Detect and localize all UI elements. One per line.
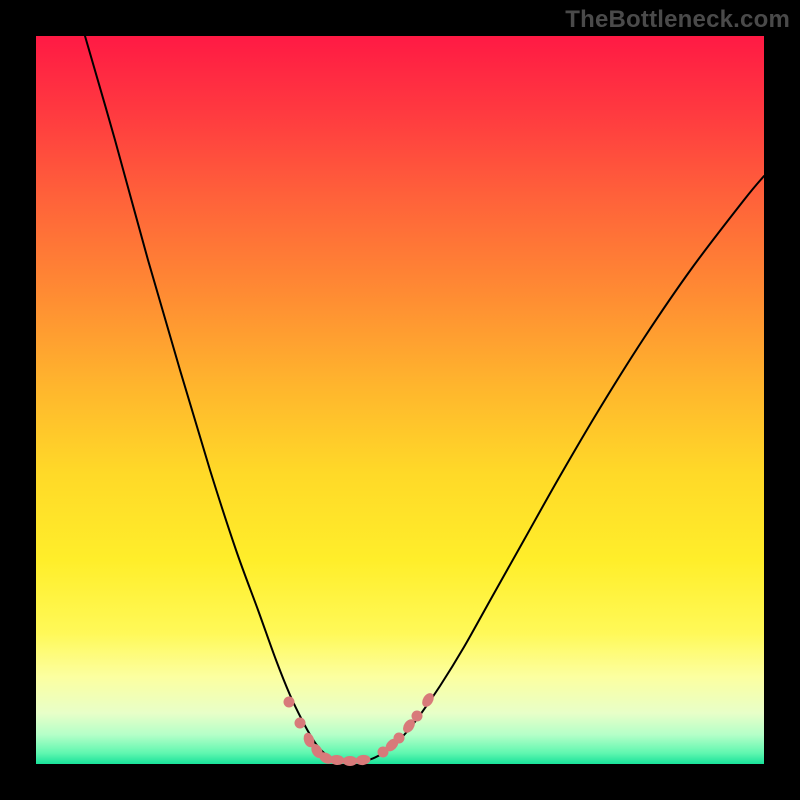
data-marker <box>412 711 423 722</box>
data-marker <box>343 756 358 766</box>
bottleneck-chart <box>0 0 800 800</box>
plot-background-gradient <box>36 36 764 764</box>
watermark-text: TheBottleneck.com <box>565 6 790 34</box>
data-marker <box>295 718 306 729</box>
chart-container: TheBottleneck.com <box>0 0 800 800</box>
data-marker <box>394 733 405 744</box>
data-marker <box>284 697 295 708</box>
